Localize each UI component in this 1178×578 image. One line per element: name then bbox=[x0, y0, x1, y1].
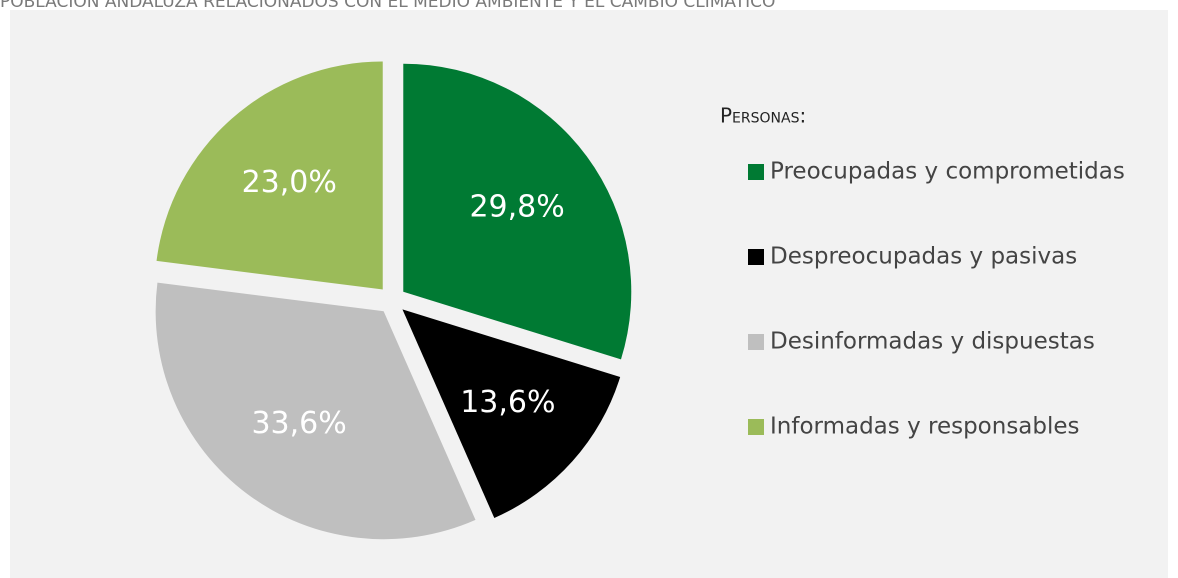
legend-label: Informadas y responsables bbox=[770, 414, 1080, 440]
legend-swatch bbox=[748, 164, 764, 180]
pie-slice bbox=[403, 63, 632, 360]
data-label: 29,8% bbox=[469, 189, 564, 224]
legend-title: Personas: bbox=[720, 104, 806, 128]
legend-label: Desinformadas y dispuestas bbox=[770, 329, 1095, 355]
data-label: 13,6% bbox=[460, 385, 555, 420]
legend-swatch bbox=[748, 334, 764, 350]
legend-label: Despreocupadas y pasivas bbox=[770, 244, 1077, 270]
legend-label: Preocupadas y comprometidas bbox=[770, 159, 1125, 185]
legend-swatch bbox=[748, 249, 764, 265]
data-label: 33,6% bbox=[251, 406, 346, 441]
data-label: 23,0% bbox=[242, 165, 337, 200]
pie-slice bbox=[156, 61, 383, 290]
pie-slice bbox=[402, 309, 621, 518]
chart-title: POBLACIÓN ANDALUZA RELACIONADOS CON EL M… bbox=[0, 0, 775, 12]
pie-slice bbox=[155, 282, 476, 540]
legend-swatch bbox=[748, 419, 764, 435]
